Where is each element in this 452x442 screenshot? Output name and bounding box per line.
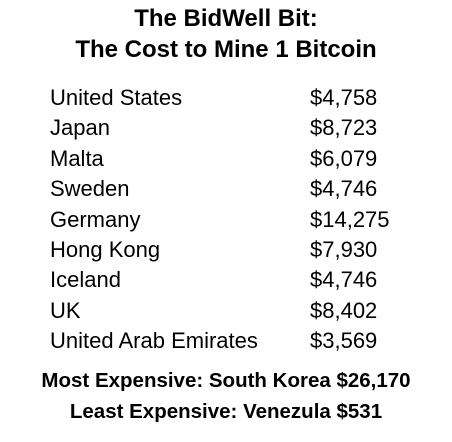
footer-line: Least Expensive: Venezula $531 bbox=[69, 400, 383, 423]
cost: $6,079 bbox=[310, 145, 378, 171]
country: Hong Kong bbox=[50, 237, 161, 262]
cost: $4,746 bbox=[310, 176, 378, 202]
cost: $3,569 bbox=[310, 328, 378, 354]
cost: $8,402 bbox=[310, 297, 378, 323]
cost: $4,746 bbox=[310, 267, 378, 293]
country: UK bbox=[50, 297, 81, 323]
cost: $4,758 bbox=[310, 85, 378, 110]
country: United Arab Emirates bbox=[50, 328, 258, 354]
cost: $7,930 bbox=[310, 237, 378, 262]
cost: $14,275 bbox=[310, 206, 390, 232]
country: Japan bbox=[50, 115, 110, 141]
title-line: The BidWell Bit: bbox=[134, 5, 318, 32]
cost: $8,723 bbox=[310, 115, 378, 141]
country: Iceland bbox=[50, 267, 121, 293]
country: Sweden bbox=[50, 176, 130, 202]
title-line: The Cost to Mine 1 Bitcoin bbox=[75, 36, 377, 63]
country: United States bbox=[50, 85, 183, 110]
country: Malta bbox=[50, 145, 104, 171]
country: Germany bbox=[50, 206, 141, 232]
footer-line: Most Expensive: South Korea $26,170 bbox=[41, 369, 411, 392]
